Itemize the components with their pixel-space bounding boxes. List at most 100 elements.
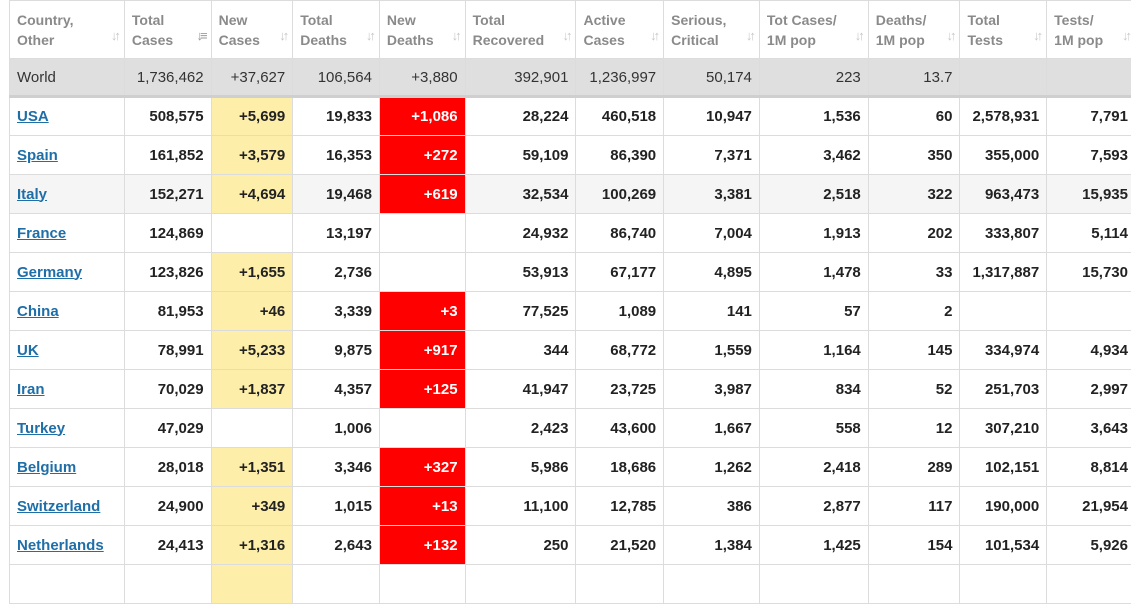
cell-total-cases: 28,018 [124,448,211,487]
cell-deaths-per-1m: 289 [868,448,960,487]
cell-active-cases: 100,269 [576,175,664,214]
cell-serious-critical: 141 [664,292,760,331]
cell-tests-per-1m: 2,997 [1047,370,1131,409]
cell-country: Netherlands [10,526,125,565]
cell-total-recovered [465,565,576,604]
country-link[interactable]: USA [17,108,49,125]
cell-tests-per-1m: 3,643 [1047,409,1131,448]
cell-tot-cases-per-1m: 57 [759,292,868,331]
cell-total-recovered: 5,986 [465,448,576,487]
column-header-label-line2: Recovered [473,30,570,50]
cell-new-cases: +1,351 [211,448,293,487]
cell-deaths-per-1m: 12 [868,409,960,448]
cell-active-cases: 43,600 [576,409,664,448]
cell-new-deaths [379,214,465,253]
cell-total-deaths: 4,357 [293,370,380,409]
column-header-country[interactable]: Country,Other↓↑ [10,1,125,59]
sort-icon[interactable]: ↓↑ [855,26,862,46]
sort-icon[interactable]: ↓↑ [1033,26,1040,46]
country-link[interactable]: Iran [17,381,45,398]
sort-icon[interactable]: ↓↑ [946,26,953,46]
cell-new-deaths: +3 [379,292,465,331]
cell-serious-critical: 7,371 [664,136,760,175]
cell-total-tests: 355,000 [960,136,1047,175]
column-header-serious-critical[interactable]: Serious,Critical↓↑ [664,1,760,59]
column-header-label-line2: Deaths [387,30,459,50]
country-link[interactable]: Italy [17,186,47,203]
cell-tot-cases-per-1m: 3,462 [759,136,868,175]
sort-desc-icon[interactable]: ↓≡ [197,26,205,46]
cell-country: Switzerland [10,487,125,526]
cell-total-deaths: 19,468 [293,175,380,214]
cell-tests-per-1m [1047,59,1131,97]
cell-total-tests: 333,807 [960,214,1047,253]
cell-serious-critical: 3,381 [664,175,760,214]
column-header-label-line2: 1M pop [1054,30,1129,50]
cell-country: China [10,292,125,331]
cell-tot-cases-per-1m: 223 [759,59,868,97]
column-header-deaths-per-1m[interactable]: Deaths/1M pop↓↑ [868,1,960,59]
column-header-tests-per-1m[interactable]: Tests/1M pop↓↑ [1047,1,1131,59]
cell-new-deaths: +132 [379,526,465,565]
country-link[interactable]: Spain [17,147,58,164]
sort-icon[interactable]: ↓↑ [650,26,657,46]
sort-icon[interactable]: ↓↑ [1122,26,1129,46]
cell-country: World [10,59,125,97]
column-header-label-line2: Tests [967,30,1040,50]
cell-deaths-per-1m: 154 [868,526,960,565]
sort-icon[interactable]: ↓↑ [279,26,286,46]
cell-total-deaths: 2,736 [293,253,380,292]
cell-country: USA [10,97,125,136]
cell-tests-per-1m: 5,114 [1047,214,1131,253]
cell-serious-critical: 1,384 [664,526,760,565]
cell-total-deaths: 9,875 [293,331,380,370]
cell-total-recovered: 2,423 [465,409,576,448]
column-header-label-line1: Tot Cases/ [767,10,862,30]
country-link[interactable]: Turkey [17,420,65,437]
cell-new-deaths: +327 [379,448,465,487]
sort-icon[interactable]: ↓↑ [452,26,459,46]
cell-tests-per-1m: 15,730 [1047,253,1131,292]
sort-icon[interactable]: ↓↑ [562,26,569,46]
column-header-label-line1: Total [132,10,205,30]
cell-tot-cases-per-1m: 1,913 [759,214,868,253]
country-link[interactable]: Switzerland [17,498,100,515]
column-header-label-line1: Tests/ [1054,10,1129,30]
column-header-tot-cases-per-1m[interactable]: Tot Cases/1M pop↓↑ [759,1,868,59]
cell-total-tests [960,565,1047,604]
cell-active-cases: 86,390 [576,136,664,175]
cell-country: Turkey [10,409,125,448]
cell-total-tests: 1,317,887 [960,253,1047,292]
cell-total-tests: 251,703 [960,370,1047,409]
column-header-label-line2: Cases [583,30,657,50]
cell-total-cases: 123,826 [124,253,211,292]
cell-deaths-per-1m: 2 [868,292,960,331]
sort-icon[interactable]: ↓↑ [746,26,753,46]
country-link[interactable]: France [17,225,66,242]
country-link[interactable]: UK [17,342,39,359]
cell-new-cases: +3,579 [211,136,293,175]
sort-icon[interactable]: ↓↑ [111,26,118,46]
column-header-label-line1: Active [583,10,657,30]
cell-total-recovered: 32,534 [465,175,576,214]
cell-new-cases [211,409,293,448]
country-link[interactable]: China [17,303,59,320]
country-link[interactable]: Germany [17,264,82,281]
cell-active-cases: 21,520 [576,526,664,565]
country-link[interactable]: Belgium [17,459,76,476]
cell-active-cases [576,565,664,604]
country-link[interactable]: Netherlands [17,537,104,554]
sort-icon[interactable]: ↓↑ [366,26,373,46]
